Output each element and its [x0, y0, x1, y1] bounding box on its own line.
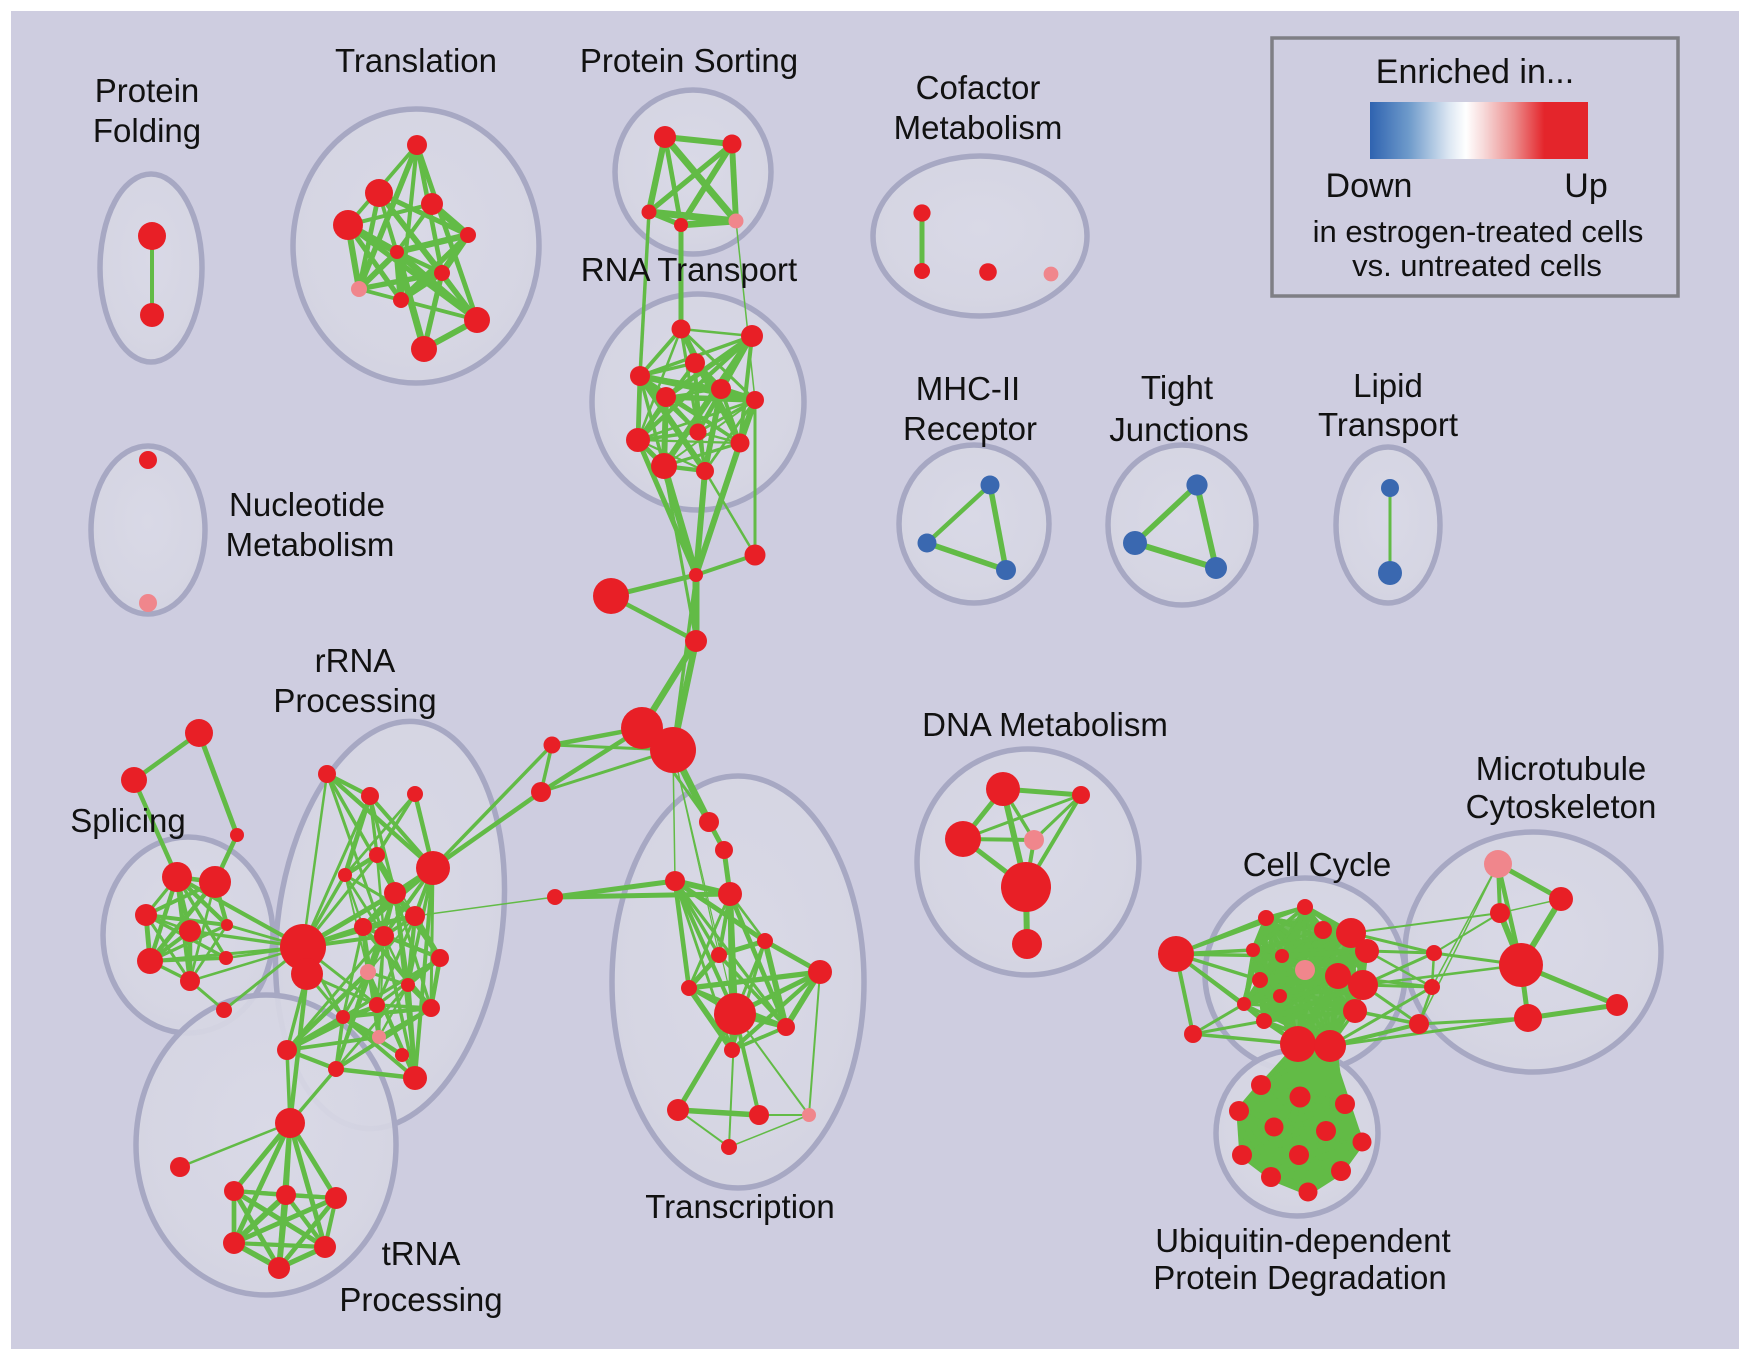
svg-text:Ubiquitin-dependent: Ubiquitin-dependent — [1155, 1222, 1450, 1259]
svg-text:Junctions: Junctions — [1109, 411, 1248, 448]
svg-text:Enriched in...: Enriched in... — [1376, 53, 1574, 91]
svg-text:tRNA: tRNA — [382, 1235, 461, 1272]
svg-text:Transcription: Transcription — [645, 1188, 835, 1225]
svg-text:Protein Degradation: Protein Degradation — [1153, 1259, 1447, 1296]
svg-text:Lipid: Lipid — [1353, 367, 1423, 404]
svg-text:Cofactor: Cofactor — [916, 69, 1041, 106]
svg-text:Folding: Folding — [93, 112, 201, 149]
svg-text:Splicing: Splicing — [70, 802, 186, 839]
svg-text:Protein: Protein — [95, 72, 200, 109]
svg-text:vs. untreated cells: vs. untreated cells — [1352, 248, 1602, 283]
svg-text:MHC-II: MHC-II — [916, 370, 1020, 407]
svg-text:Processing: Processing — [339, 1281, 502, 1318]
svg-text:Nucleotide: Nucleotide — [229, 486, 385, 523]
svg-text:Processing: Processing — [273, 682, 436, 719]
svg-text:Metabolism: Metabolism — [226, 526, 395, 563]
svg-text:Cytoskeleton: Cytoskeleton — [1466, 788, 1657, 825]
svg-text:Down: Down — [1326, 167, 1413, 205]
svg-text:Receptor: Receptor — [903, 410, 1037, 447]
svg-text:Transport: Transport — [1318, 406, 1458, 443]
svg-text:Translation: Translation — [335, 42, 497, 79]
svg-text:RNA Transport: RNA Transport — [581, 251, 797, 288]
svg-text:Cell Cycle: Cell Cycle — [1243, 846, 1392, 883]
svg-text:DNA Metabolism: DNA Metabolism — [922, 706, 1168, 743]
svg-text:Microtubule: Microtubule — [1476, 750, 1647, 787]
svg-text:Protein Sorting: Protein Sorting — [580, 42, 798, 79]
svg-text:rRNA: rRNA — [315, 642, 396, 679]
svg-text:in estrogen-treated cells: in estrogen-treated cells — [1313, 214, 1644, 249]
svg-text:Metabolism: Metabolism — [894, 109, 1063, 146]
svg-text:Tight: Tight — [1141, 369, 1213, 406]
svg-text:Up: Up — [1564, 167, 1607, 205]
